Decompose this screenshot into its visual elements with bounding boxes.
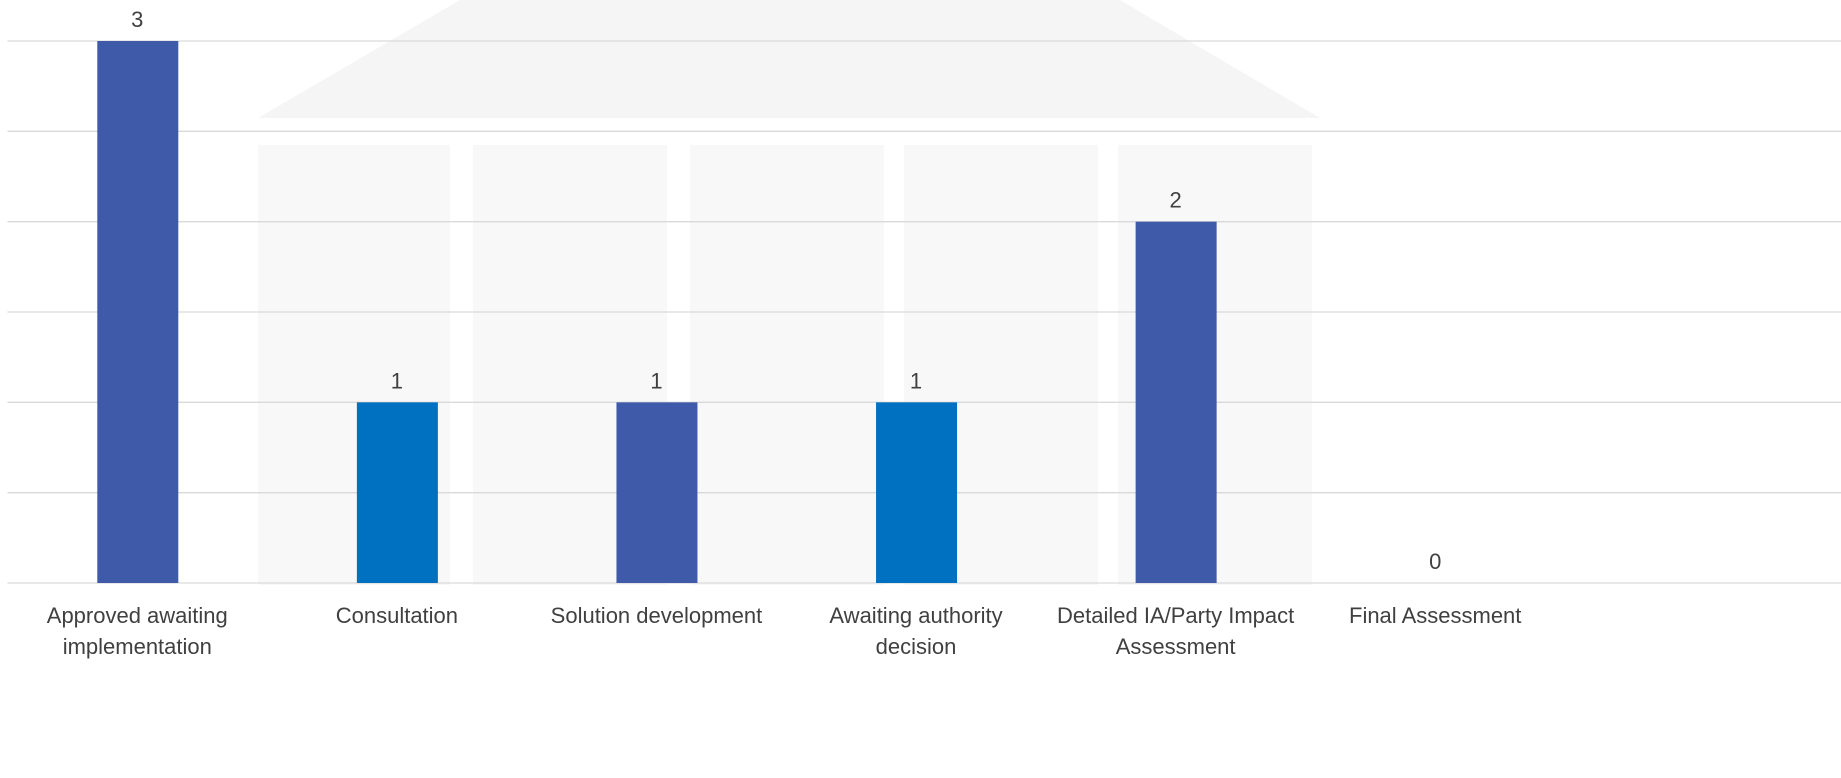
bar — [876, 402, 958, 583]
x-tick-label: Detailed IA/Party Impact Assessment — [1057, 603, 1295, 659]
data-label: 1 — [910, 368, 922, 393]
watermark-column — [690, 145, 884, 585]
x-tick-label: Solution development — [550, 603, 763, 628]
bar — [1135, 221, 1217, 583]
data-label: 3 — [131, 7, 143, 32]
bar — [97, 41, 179, 583]
watermark-roof — [258, 0, 1320, 118]
data-label: 0 — [1429, 549, 1441, 574]
data-label: 1 — [650, 368, 662, 393]
bar — [616, 402, 698, 583]
x-tick-label: Final Assessment — [1349, 603, 1522, 628]
x-tick-label: Awaiting authority decision — [829, 603, 1003, 659]
bar — [356, 402, 438, 583]
x-tick-label: Approved awaiting implementation — [46, 603, 228, 659]
x-tick-label: Consultation — [335, 603, 459, 628]
data-label: 1 — [391, 368, 403, 393]
data-label: 2 — [1170, 188, 1182, 213]
watermark — [258, 0, 1320, 585]
